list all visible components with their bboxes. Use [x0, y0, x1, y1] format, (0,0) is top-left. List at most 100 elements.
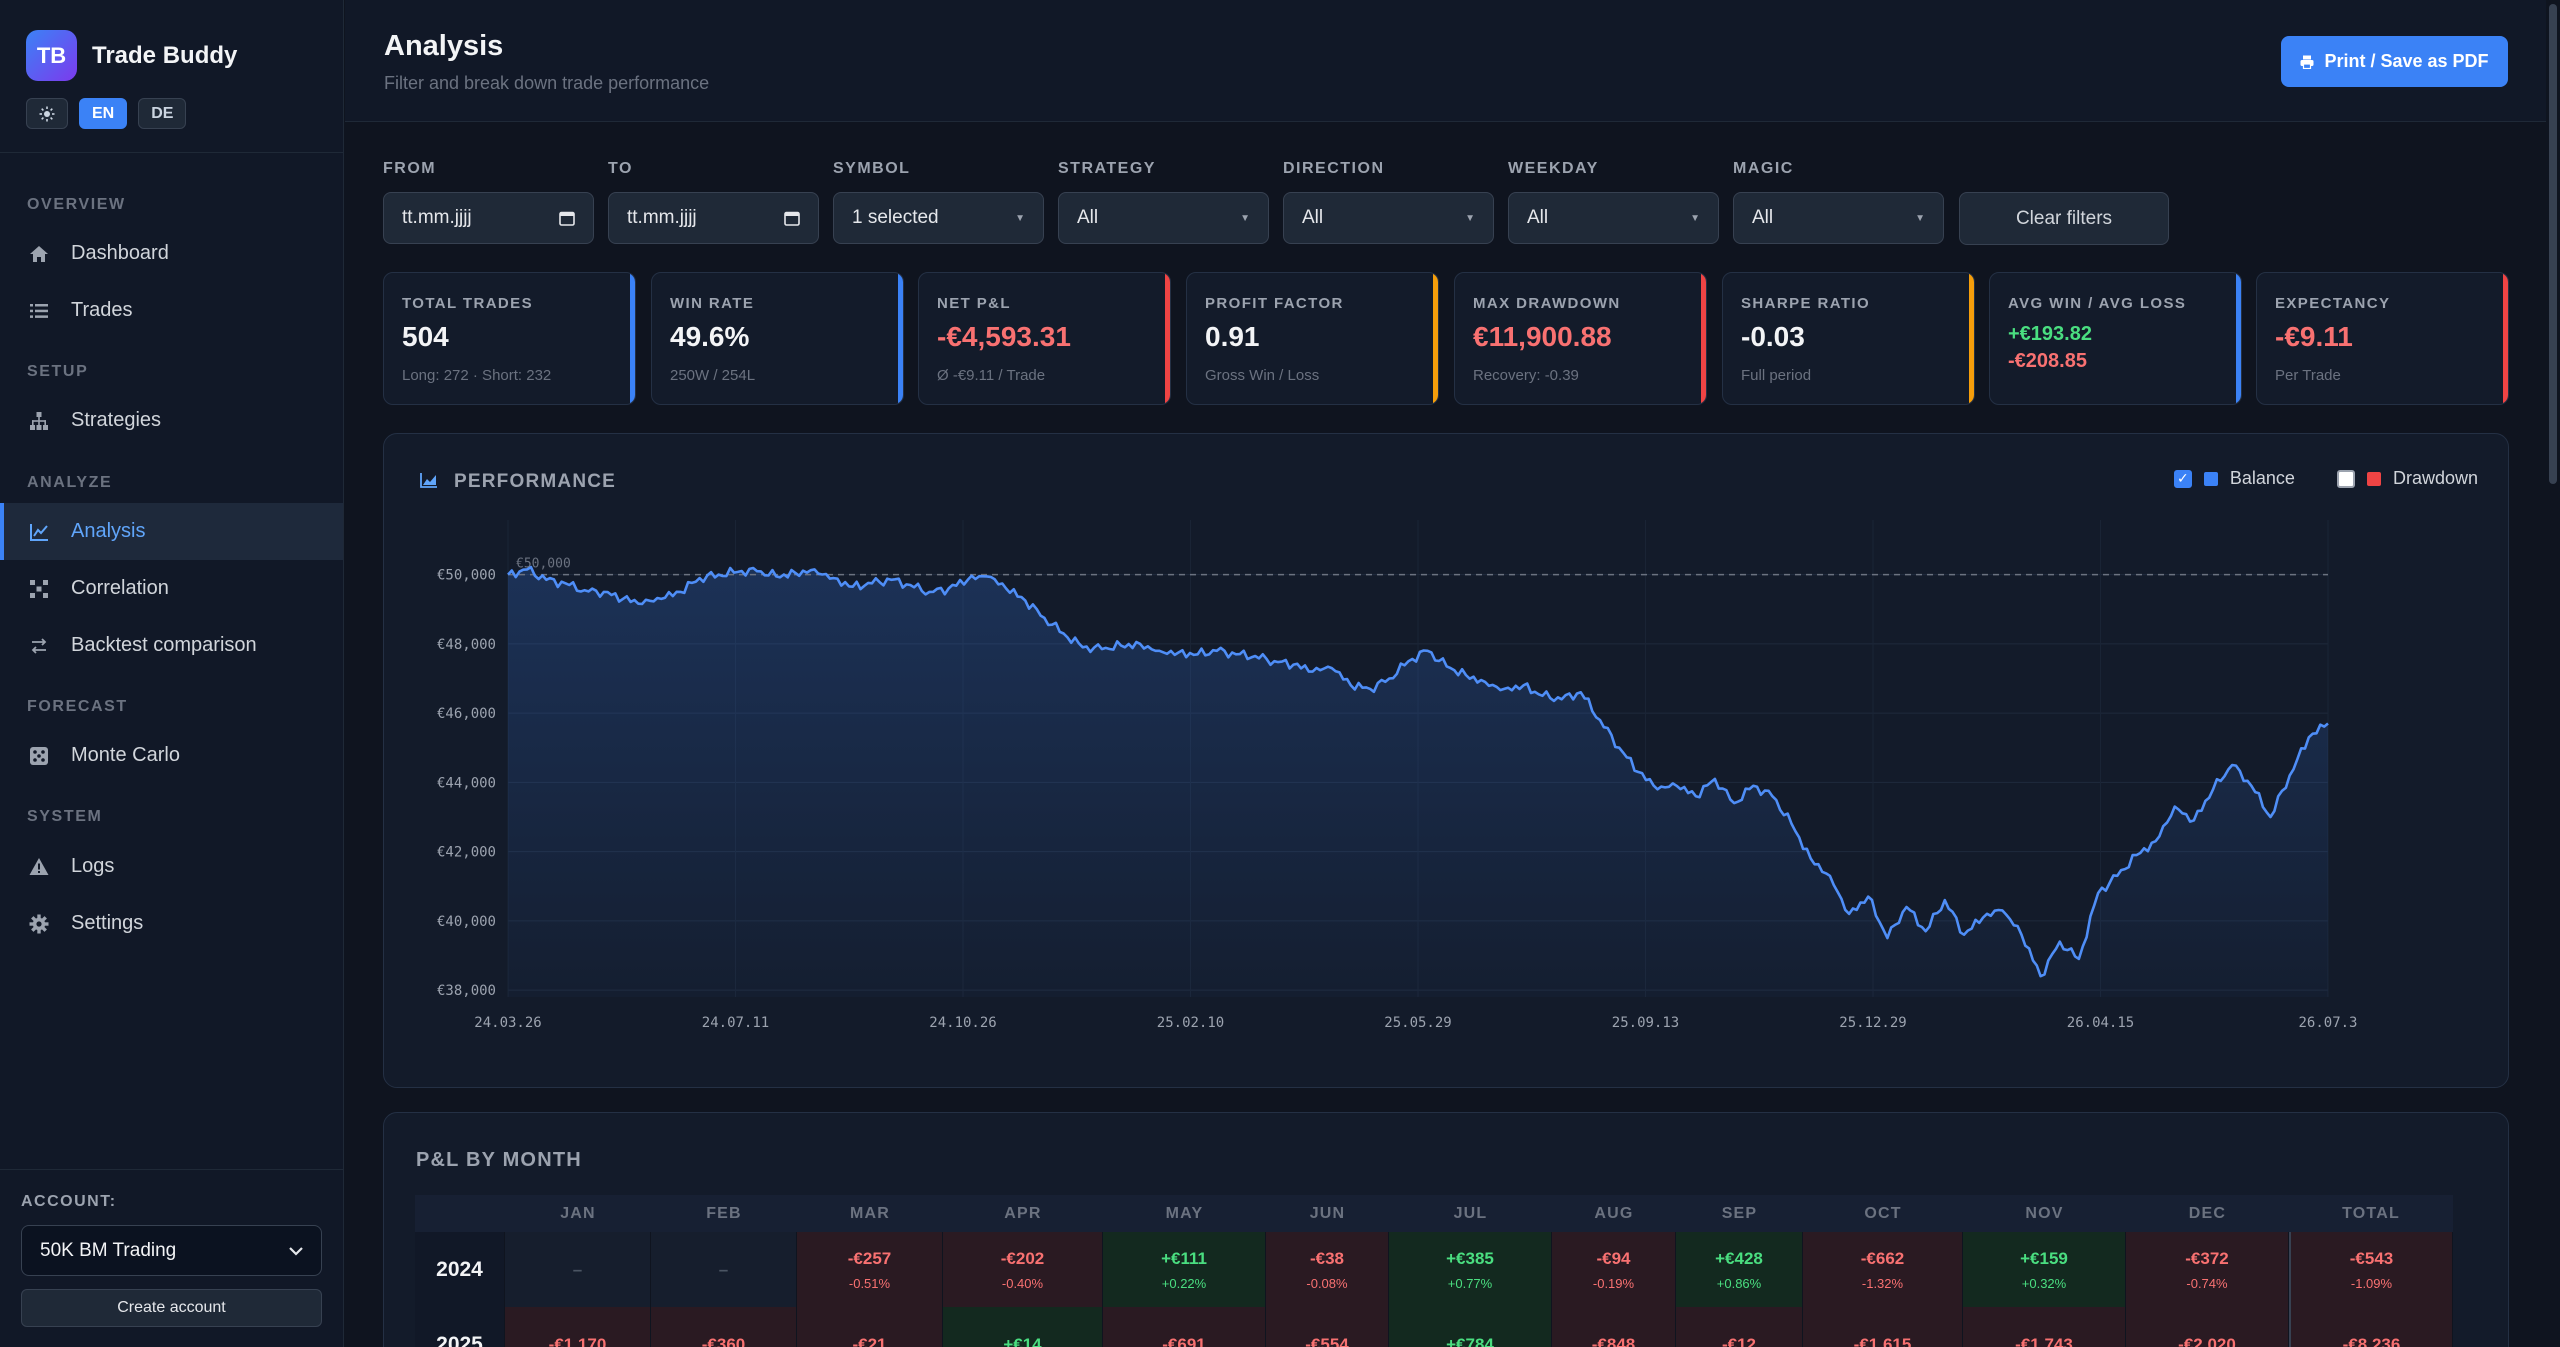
clear-filters-button[interactable]: Clear filters [1959, 192, 2169, 245]
sidebar-item-dashboard[interactable]: Dashboard [0, 225, 343, 282]
pnl-header-cell: JUN [1266, 1195, 1389, 1232]
create-account-button[interactable]: Create account [21, 1289, 322, 1327]
sidebar-item-trades[interactable]: Trades [0, 282, 343, 339]
filter-label: WEEKDAY [1508, 160, 1599, 177]
pnl-month-cell[interactable]: -€1,743 [1963, 1307, 2126, 1347]
pnl-month-cell[interactable]: -€21 [797, 1307, 943, 1347]
kpi-win-rate: WIN RATE 49.6% 250W / 254L [651, 272, 904, 405]
language-switcher: EN DE [26, 98, 187, 129]
pnl-month-cell[interactable]: +€14 [943, 1307, 1103, 1347]
pnl-cell-value: -€1,615 [1853, 1334, 1912, 1347]
sidebar-item-correlation[interactable]: Correlation [0, 560, 343, 617]
pnl-cell-value: -€848 [1591, 1334, 1636, 1347]
pnl-month-cell[interactable]: -€1,170 [505, 1307, 651, 1347]
pnl-header-cell: MAR [797, 1195, 943, 1232]
kpi-value: €11,900.88 [1473, 321, 1612, 352]
kpi-value: -€4,593.31 [937, 321, 1071, 352]
lang-de-button[interactable]: DE [138, 98, 187, 129]
pnl-month-cell[interactable]: – [505, 1232, 651, 1307]
sidebar-item-settings[interactable]: Settings [0, 895, 343, 952]
pnl-month-cell[interactable]: -€543 -1.09% [2289, 1232, 2453, 1307]
pnl-cell-value: -€38 [1309, 1248, 1345, 1268]
x-tick-label: 26.07.3 [2298, 1015, 2357, 1031]
y-tick-label: €48,000 [437, 637, 496, 653]
pnl-cell-value: -€202 [1000, 1248, 1045, 1268]
page-scrollbar[interactable] [2546, 0, 2560, 1347]
pnl-header-cell: APR [943, 1195, 1103, 1232]
kpi-accent-bar [898, 273, 903, 404]
divider [0, 152, 344, 153]
account-select[interactable]: 50K BM Trading [21, 1225, 322, 1276]
kpi-total-trades: TOTAL TRADES 504 Long: 272 · Short: 232 [383, 272, 636, 405]
pnl-cell-percent: +0.86% [1716, 1275, 1762, 1291]
print-save-pdf-button[interactable]: Print / Save as PDF [2281, 36, 2508, 87]
sidebar-item-label: Logs [71, 855, 115, 877]
pnl-month-cell[interactable]: -€202 -0.40% [943, 1232, 1103, 1307]
pnl-month-cell[interactable]: -€691 [1103, 1307, 1266, 1347]
pnl-month-cell[interactable]: +€159 +0.32% [1963, 1232, 2126, 1307]
swap-icon [29, 636, 49, 656]
lang-en-button[interactable]: EN [79, 98, 128, 129]
scrollbar-thumb[interactable] [2549, 4, 2557, 484]
pnl-month-cell[interactable]: -€8,236 [2289, 1307, 2453, 1347]
balance-swatch [2203, 471, 2218, 486]
sidebar-item-backtest-comparison[interactable]: Backtest comparison [0, 617, 343, 674]
pnl-month-cell[interactable]: -€257 -0.51% [797, 1232, 943, 1307]
pnl-month-cell[interactable]: -€372 -0.74% [2126, 1232, 2289, 1307]
page-header: Analysis Filter and break down trade per… [345, 0, 2560, 122]
filter-magic: MAGIC All ▼ [1733, 160, 1944, 244]
weekday-select[interactable]: All ▼ [1508, 192, 1719, 244]
legend-balance-label: Balance [2229, 468, 2295, 488]
kpi-value: -€9.11 [2275, 321, 2353, 352]
sidebar-item-analysis[interactable]: Analysis [0, 503, 343, 560]
theme-toggle-button[interactable] [26, 98, 68, 129]
to-date-input[interactable]: tt.mm.jjjj [608, 192, 819, 244]
pnl-month-cell[interactable]: -€554 [1266, 1307, 1389, 1347]
symbol-select[interactable]: 1 selected ▼ [833, 192, 1044, 244]
pnl-month-cell[interactable]: -€848 [1552, 1307, 1676, 1347]
warning-icon [29, 857, 49, 877]
pnl-cell-value: -€2,020 [2178, 1334, 2236, 1347]
performance-chart[interactable]: €50,000 €48,000 €46,000 €44,000 €42,000 €40,0… [384, 434, 2510, 1089]
pnl-month-cell[interactable]: – [651, 1232, 797, 1307]
brand[interactable]: TB Trade Buddy [26, 30, 237, 81]
y-tick-label: €38,000 [437, 983, 496, 999]
pnl-month-cell[interactable]: -€12 [1676, 1307, 1803, 1347]
from-date-input[interactable]: tt.mm.jjjj [383, 192, 594, 244]
pnl-month-cell[interactable]: -€662 -1.32% [1803, 1232, 1963, 1307]
pnl-month-cell[interactable]: +€111 +0.22% [1103, 1232, 1266, 1307]
sidebar-item-strategies[interactable]: Strategies [0, 392, 343, 449]
drawdown-checkbox[interactable] [2336, 469, 2355, 488]
pnl-cell-percent: -0.08% [1306, 1275, 1348, 1291]
nav-section-system: SYSTEM [27, 808, 103, 825]
kpi-value: 504 [402, 321, 449, 352]
sidebar-item-logs[interactable]: Logs [0, 838, 343, 895]
magic-select[interactable]: All ▼ [1733, 192, 1944, 244]
pnl-header-cell: JUL [1389, 1195, 1552, 1232]
y-tick-label: €50,000 [437, 568, 496, 584]
pnl-month-cell[interactable]: -€94 -0.19% [1552, 1232, 1676, 1307]
pnl-month-cell[interactable]: +€385 +0.77% [1389, 1232, 1552, 1307]
legend-drawdown-label: Drawdown [2392, 468, 2478, 488]
pnl-month-cell[interactable]: -€360 [651, 1307, 797, 1347]
pnl-cell-value: -€372 [2185, 1248, 2229, 1268]
pnl-cell-value: -€12 [1721, 1334, 1757, 1347]
balance-area [508, 567, 2328, 997]
pnl-cell-percent: -1.32% [1861, 1275, 1904, 1291]
pnl-month-cell[interactable]: -€1,615 [1803, 1307, 1963, 1347]
pnl-month-cell[interactable]: -€38 -0.08% [1266, 1232, 1389, 1307]
balance-checkbox[interactable]: ✓ [2173, 469, 2192, 488]
direction-select[interactable]: All ▼ [1283, 192, 1494, 244]
pnl-month-cell[interactable]: +€784 [1389, 1307, 1552, 1347]
pnl-month-cell[interactable]: +€428 +0.86% [1676, 1232, 1803, 1307]
strategy-select-value: All [1077, 207, 1099, 228]
pnl-cell-percent: +0.22% [1161, 1275, 1207, 1291]
sidebar-item-monte-carlo[interactable]: Monte Carlo [0, 727, 343, 784]
pnl-cell-value: – [718, 1259, 729, 1279]
performance-panel: PERFORMANCE ✓ Balance Drawdown €50,000 €4… [383, 433, 2509, 1088]
pnl-month-cell[interactable]: -€2,020 [2126, 1307, 2289, 1347]
account-label: ACCOUNT: [21, 1193, 117, 1210]
strategy-select[interactable]: All ▼ [1058, 192, 1269, 244]
pnl-cell-value: -€21 [852, 1334, 887, 1347]
pnl-header-cell: SEP [1676, 1195, 1803, 1232]
